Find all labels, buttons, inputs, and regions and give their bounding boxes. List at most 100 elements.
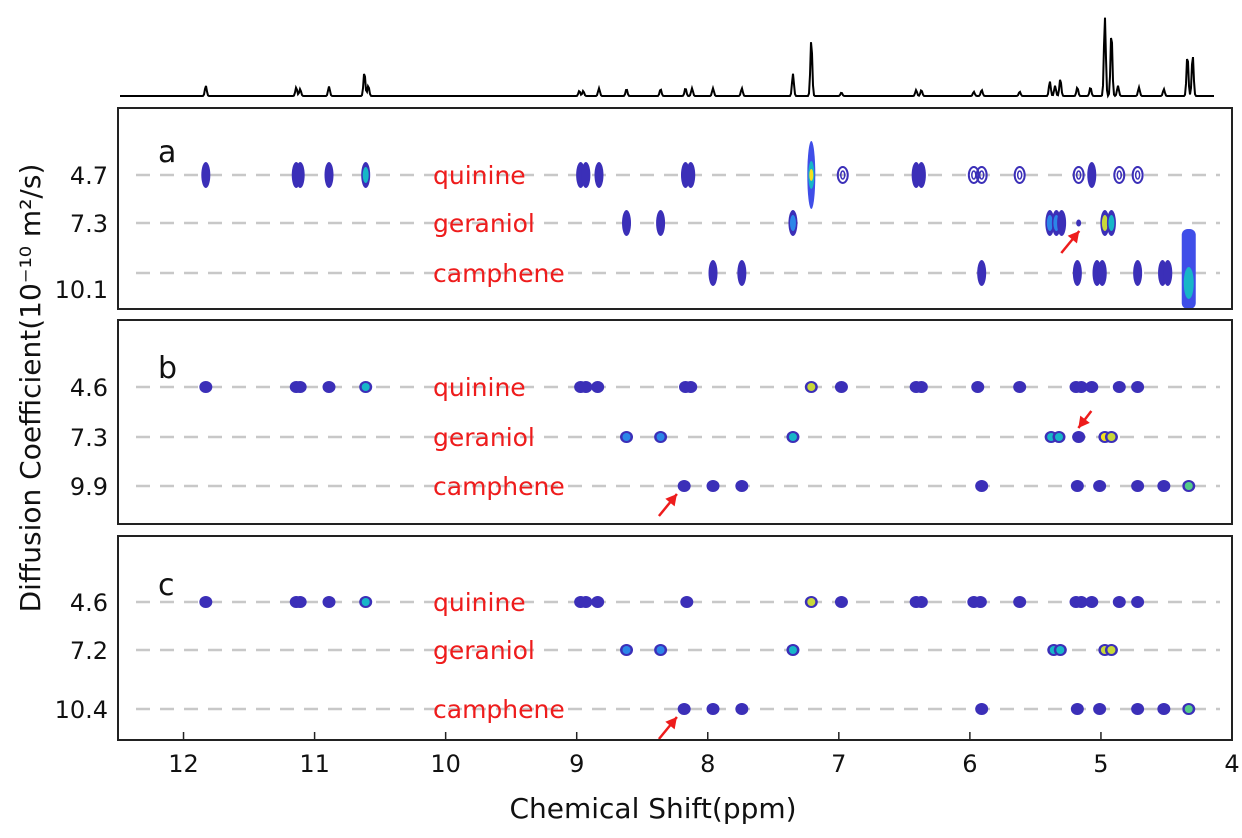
peak-blob-outer bbox=[834, 381, 848, 393]
peak-blob-outer bbox=[293, 596, 307, 608]
peak-blob-outer bbox=[706, 703, 720, 715]
y-axis-title: Diffusion Coefficient(10⁻¹⁰ m²/s) bbox=[14, 164, 47, 613]
peak-tall-core bbox=[789, 215, 796, 231]
peak-tall-outer bbox=[622, 210, 632, 236]
peak-blob-outer bbox=[680, 596, 694, 608]
peak-contour-ring-inner bbox=[840, 170, 846, 180]
peak-contour-ring-inner bbox=[1134, 170, 1141, 180]
peak-blob-outer bbox=[322, 381, 336, 393]
peak-dot bbox=[1076, 219, 1082, 227]
peak-blob-outer bbox=[973, 596, 987, 608]
peak-contour-ring-inner bbox=[1075, 170, 1082, 180]
peak-blob-outer bbox=[1112, 381, 1126, 393]
peak-blob-core bbox=[361, 598, 370, 606]
peak-tall-core bbox=[1046, 215, 1053, 231]
peak-blob-outer bbox=[684, 381, 698, 393]
spectrum-trace bbox=[120, 17, 1214, 99]
peak-tall-outer bbox=[1133, 260, 1143, 286]
arrow-head bbox=[665, 717, 677, 730]
peak-blob-core bbox=[656, 433, 665, 441]
peak-contour-ring bbox=[836, 166, 849, 184]
x-tick-label: 6 bbox=[962, 750, 977, 778]
peak-blob-outer bbox=[706, 480, 720, 492]
peak-column-core bbox=[1183, 267, 1194, 299]
peak-tall-outer bbox=[656, 210, 666, 236]
y-tick-label: 7.3 bbox=[70, 210, 108, 238]
peak-blob-outer bbox=[1085, 381, 1099, 393]
panel-frame bbox=[117, 535, 1233, 741]
peak-tall-outer bbox=[581, 162, 591, 188]
peak-blob-core bbox=[622, 646, 631, 654]
peak-blob-outer bbox=[1013, 596, 1027, 608]
arrow-head bbox=[1078, 415, 1090, 428]
panel-label: a bbox=[158, 135, 176, 170]
peak-contour-ring bbox=[1131, 166, 1144, 184]
peak-contour-ring bbox=[975, 166, 988, 184]
x-tick-label: 11 bbox=[299, 750, 330, 778]
dosy-panel-a: quinine geraniol camphene 4.7 7.3 10.1 a bbox=[55, 107, 1233, 310]
peak-blob-core bbox=[1107, 433, 1116, 441]
x-axis: 12 11 10 9 8 7 6 5 4 bbox=[168, 732, 1240, 778]
y-tick-label: 4.6 bbox=[70, 589, 108, 617]
component-label-camphene: camphene bbox=[433, 259, 565, 288]
peak-blob-outer bbox=[1157, 480, 1171, 492]
peak-blob-outer bbox=[1085, 596, 1099, 608]
peak-contour-ring bbox=[967, 166, 980, 184]
panel-label: c bbox=[158, 568, 175, 603]
peak-tall-outer bbox=[977, 260, 987, 286]
peak-tall-outer bbox=[594, 162, 604, 188]
peak-blob-core bbox=[1184, 705, 1193, 713]
peak-blob-core bbox=[622, 433, 631, 441]
x-tick-label: 10 bbox=[430, 750, 461, 778]
peak-tall-outer bbox=[1072, 260, 1082, 286]
y-tick-label: 7.3 bbox=[70, 424, 108, 452]
peak-tall-outer bbox=[708, 260, 718, 286]
peak-blob-outer bbox=[1131, 596, 1145, 608]
peak-blob-outer bbox=[677, 480, 691, 492]
peak-tall-outer bbox=[1087, 162, 1097, 188]
peak-blob-core bbox=[656, 646, 665, 654]
x-tick-label: 12 bbox=[168, 750, 199, 778]
peak-contour-ring bbox=[1072, 166, 1085, 184]
x-tick-label: 8 bbox=[700, 750, 715, 778]
peak-blob-outer bbox=[1070, 480, 1084, 492]
peak-blob-core bbox=[1184, 482, 1193, 490]
peak-blob-outer bbox=[677, 703, 691, 715]
peak-blob-outer bbox=[579, 381, 593, 393]
panel-frame bbox=[117, 107, 1233, 310]
component-label-geraniol: geraniol bbox=[433, 423, 535, 452]
peak-blob-outer bbox=[971, 381, 985, 393]
peak-blob-outer bbox=[1112, 596, 1126, 608]
peak-tall-outer bbox=[916, 162, 926, 188]
y-tick-label: 10.4 bbox=[55, 696, 108, 724]
peak-contour-ring bbox=[1013, 166, 1026, 184]
peak-blob-outer bbox=[735, 480, 749, 492]
peak-blob-outer bbox=[199, 596, 213, 608]
peak-blob-core bbox=[807, 598, 816, 606]
peak-blob-outer bbox=[199, 381, 213, 393]
peak-tall-outer bbox=[737, 260, 747, 286]
y-tick-label: 10.1 bbox=[55, 276, 108, 304]
peak-blob-outer bbox=[1131, 381, 1145, 393]
peak-blob-outer bbox=[975, 703, 989, 715]
peak-blob-outer bbox=[834, 596, 848, 608]
y-tick-label: 4.7 bbox=[70, 162, 108, 190]
peak-blob-core bbox=[361, 383, 370, 391]
peak-blob-core bbox=[788, 646, 797, 654]
dosy-panel-c: quinine geraniol camphene 4.6 7.2 10.4 c bbox=[55, 535, 1233, 741]
peak-blob-outer bbox=[293, 381, 307, 393]
component-label-quinine: quinine bbox=[433, 588, 526, 617]
x-tick-label: 7 bbox=[831, 750, 846, 778]
peak-blob-outer bbox=[1157, 703, 1171, 715]
component-label-quinine: quinine bbox=[433, 161, 526, 190]
component-label-geraniol: geraniol bbox=[433, 636, 535, 665]
dosy-panels: quininegeraniolcamphene4.77.310.1aquinin… bbox=[55, 107, 1233, 741]
peak-blob-outer bbox=[322, 596, 336, 608]
peak-tall-outer bbox=[324, 162, 334, 188]
component-label-geraniol: geraniol bbox=[433, 209, 535, 238]
peak-tall-outer bbox=[1097, 260, 1107, 286]
x-tick-label: 4 bbox=[1224, 750, 1239, 778]
arrow-head bbox=[665, 494, 677, 507]
top-1d-spectrum bbox=[120, 17, 1214, 99]
